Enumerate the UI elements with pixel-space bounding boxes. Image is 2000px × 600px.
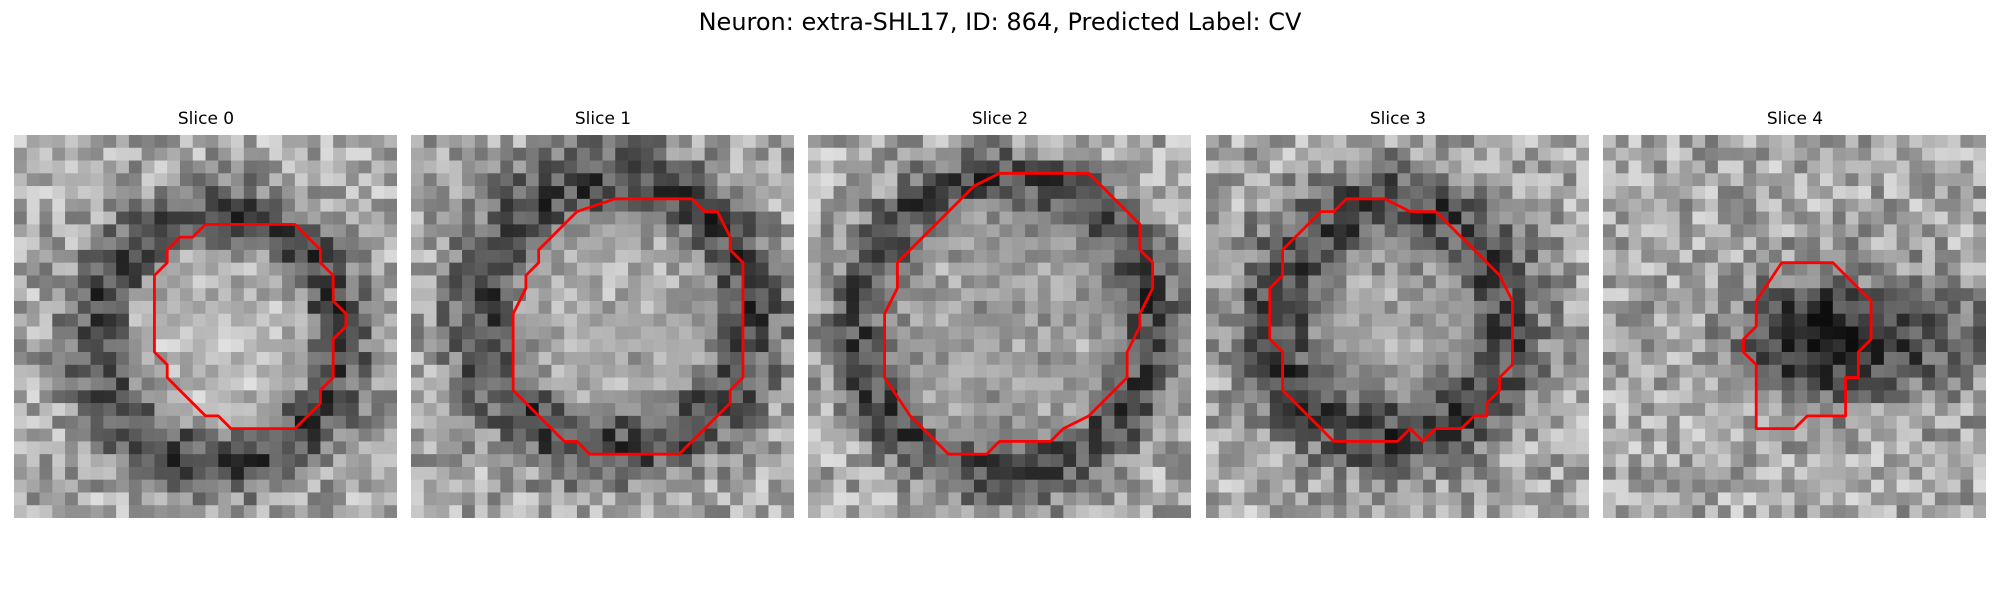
slice-title-0: Slice 0 [177,109,235,129]
slice-image-2 [808,135,1191,518]
em-slice-1-picture [411,135,794,518]
em-slice-0-picture [14,135,397,518]
slice-image-4 [1603,135,1986,518]
slice-image-3 [1206,135,1589,518]
figure-title: Neuron: extra-SHL17, ID: 864, Predicted … [698,8,1302,36]
segmentation-contour-3 [1268,197,1514,443]
slice-image-0 [14,135,397,518]
slice-title-1: Slice 1 [574,109,632,129]
segmentation-contour-2 [883,171,1155,456]
segmentation-contour-0 [153,222,348,431]
em-slice-2-picture [808,135,1191,518]
segmentation-contour-1 [511,197,745,456]
segmentation-contour-4 [1742,261,1873,431]
slice-title-3: Slice 3 [1369,109,1427,129]
slice-title-4: Slice 4 [1766,109,1824,129]
slice-image-1 [411,135,794,518]
em-slice-4-picture [1603,135,1986,518]
slice-title-2: Slice 2 [971,109,1029,129]
em-slice-3-picture [1206,135,1589,518]
